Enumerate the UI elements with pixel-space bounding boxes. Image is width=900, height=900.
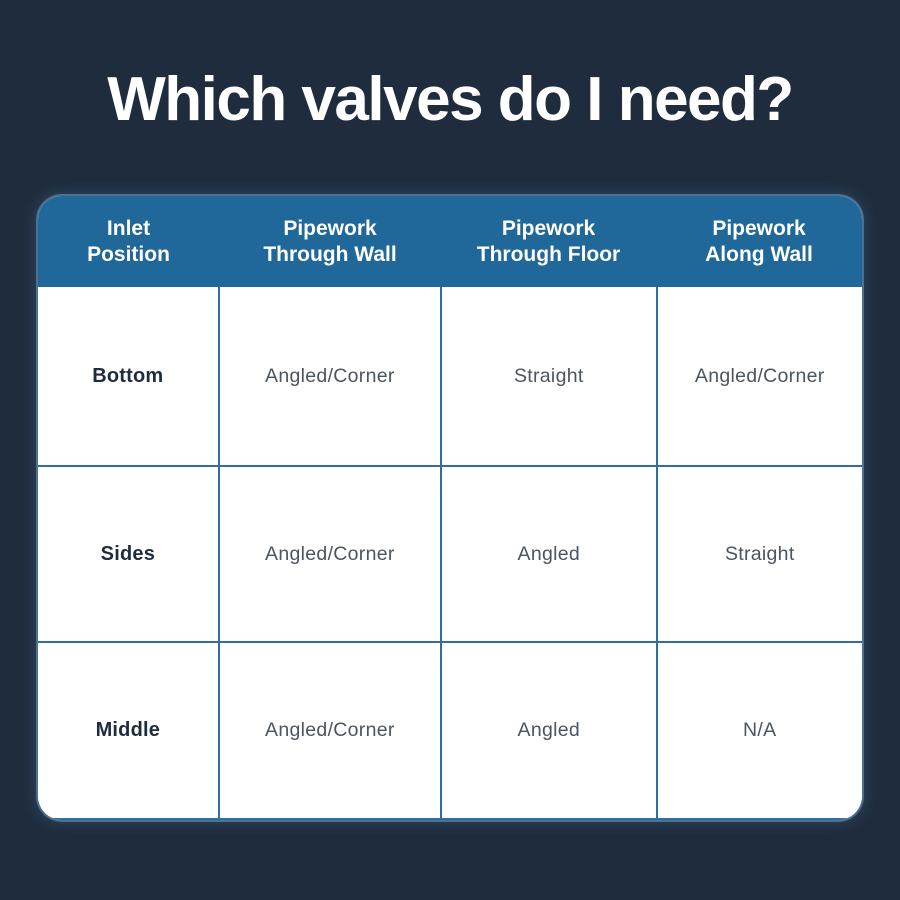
column-header-pipework-through-wall: Pipework Through Wall bbox=[219, 196, 441, 287]
column-header-line: Position bbox=[87, 242, 170, 266]
row-label: Bottom bbox=[92, 364, 164, 387]
table-header-row: Inlet Position Pipework Through Wall Pip… bbox=[38, 196, 862, 287]
table-row-bottom-label-cell: Bottom bbox=[38, 287, 218, 465]
cell-value: Angled/Corner bbox=[265, 542, 395, 565]
table-cell-sides-through-wall: Angled/Corner bbox=[219, 467, 441, 641]
cell-value: Angled/Corner bbox=[265, 364, 395, 387]
column-header-inlet-position: Inlet Position bbox=[38, 196, 219, 287]
row-label: Middle bbox=[95, 719, 161, 741]
column-header-line: Through Wall bbox=[263, 242, 397, 266]
table-cell-sides-through-floor: Angled bbox=[442, 467, 656, 641]
table-cell-bottom-through-wall: Angled/Corner bbox=[219, 287, 441, 465]
table-cell-middle-through-wall: Angled/Corner bbox=[219, 643, 441, 818]
column-header-line: Inlet bbox=[106, 216, 151, 240]
table-cell-middle-along-wall: N/A bbox=[657, 643, 862, 818]
table-cell-bottom-along-wall: Angled/Corner bbox=[657, 287, 862, 465]
page-title: Which valves do I need? bbox=[107, 65, 794, 134]
table-row-middle-label-cell: Middle bbox=[38, 643, 218, 818]
cell-value: Angled bbox=[517, 719, 581, 741]
cell-value: Straight bbox=[513, 364, 584, 387]
column-header-line: Pipework bbox=[501, 216, 596, 240]
column-header-line: Pipework bbox=[283, 216, 377, 240]
column-header-pipework-along-wall: Pipework Along Wall bbox=[656, 196, 862, 287]
column-header-line: Along Wall bbox=[705, 242, 813, 266]
table-cell-middle-through-floor: Angled bbox=[442, 643, 656, 818]
cell-value: N/A bbox=[743, 719, 777, 741]
table-row-sides-label-cell: Sides bbox=[38, 467, 218, 641]
table-cell-sides-along-wall: Straight bbox=[657, 467, 862, 641]
cell-value: Angled/Corner bbox=[694, 364, 825, 387]
table-cell-bottom-through-floor: Straight bbox=[442, 287, 656, 465]
table-body: Bottom Angled/Corner Straight Angled/Cor… bbox=[38, 287, 862, 820]
cell-value: Angled bbox=[517, 542, 581, 565]
column-header-pipework-through-floor: Pipework Through Floor bbox=[441, 196, 656, 287]
column-header-line: Through Floor bbox=[476, 242, 621, 266]
column-header-line: Pipework bbox=[712, 216, 806, 240]
cell-value: Angled/Corner bbox=[265, 719, 395, 741]
cell-value: Straight bbox=[724, 542, 795, 565]
valve-selection-table: Inlet Position Pipework Through Wall Pip… bbox=[38, 196, 862, 820]
row-label: Sides bbox=[100, 542, 156, 565]
